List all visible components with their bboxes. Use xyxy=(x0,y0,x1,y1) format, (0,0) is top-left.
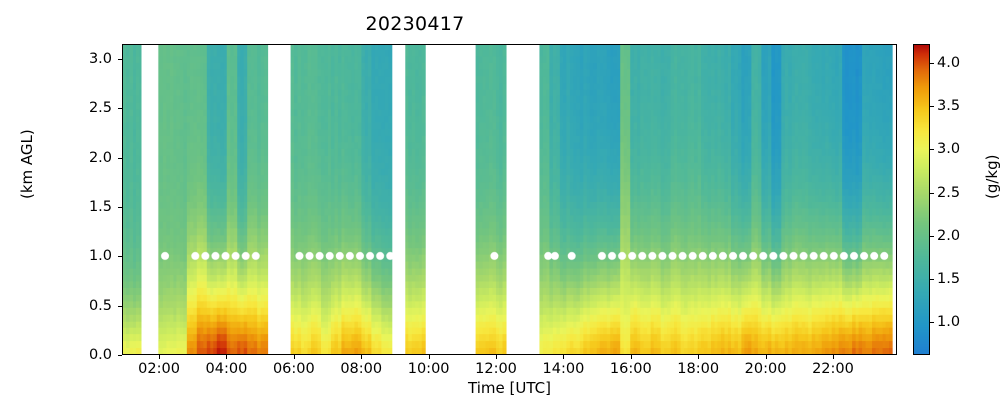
colorbar-tick-label: 3.0 xyxy=(937,141,961,158)
x-axis-tick xyxy=(832,355,834,359)
y-axis-tick xyxy=(118,58,122,60)
y-axis-tick-label-text: 0.5 xyxy=(88,297,112,314)
y-axis-tick-label-text: 2.0 xyxy=(88,149,112,166)
x-axis-tick xyxy=(765,355,767,359)
y-axis-tick-label-text: 3.0 xyxy=(88,50,112,67)
colorbar-tick-label: 1.5 xyxy=(937,270,961,287)
x-axis-tick-label: 08:00 xyxy=(340,361,383,377)
x-axis-tick-label: 14:00 xyxy=(542,361,585,377)
y-axis-tick-label: 0.0 xyxy=(89,347,135,363)
x-axis-tick-label: 22:00 xyxy=(812,361,854,377)
colorbar-tick xyxy=(930,278,934,280)
colorbar-tick xyxy=(930,63,934,64)
y-axis-tick-label: 1.5 xyxy=(89,199,135,215)
x-axis-tick xyxy=(159,355,161,359)
y-axis-tick-label-text: 1.0 xyxy=(88,248,112,265)
x-axis-tick-label: 10:00 xyxy=(407,361,450,377)
colorbar-title: (g/kg) xyxy=(983,154,1000,200)
y-axis-tick-label: 2.0 xyxy=(89,150,135,166)
x-axis-tick xyxy=(361,355,363,359)
colorbar-tick xyxy=(930,192,934,194)
y-axis-tick xyxy=(118,305,122,307)
y-axis-tick-label-text: 1.5 xyxy=(88,198,112,215)
x-axis-tick xyxy=(698,355,700,359)
x-axis-tick xyxy=(630,355,632,359)
y-axis-tick xyxy=(118,256,122,258)
y-axis-tick xyxy=(118,206,122,208)
y-axis-tick-label: 2.5 xyxy=(89,100,135,116)
x-axis-tick-label: 16:00 xyxy=(609,361,652,377)
heatmap-axes xyxy=(122,44,897,355)
x-axis-tick-label: 20:00 xyxy=(744,361,787,377)
colorbar xyxy=(913,44,930,355)
x-axis-tick-label: 04:00 xyxy=(205,361,248,377)
y-axis-tick-label: 3.0 xyxy=(89,51,135,67)
colorbar-tick-label: 2.0 xyxy=(937,227,961,244)
x-axis-tick xyxy=(563,355,565,359)
y-axis-tick xyxy=(118,108,122,110)
y-axis-title: (km AGL) xyxy=(18,129,36,199)
y-axis-tick xyxy=(118,157,122,159)
colorbar-tick xyxy=(930,235,934,237)
x-axis-tick-label: 18:00 xyxy=(677,361,720,377)
y-axis-tick-label: 0.5 xyxy=(89,298,135,314)
colorbar-tick-label: 3.5 xyxy=(937,98,961,115)
colorbar-tick-label: 4.0 xyxy=(937,55,961,71)
x-axis-tick xyxy=(293,355,295,359)
x-axis-tick xyxy=(428,355,430,359)
colorbar-tick xyxy=(930,106,934,108)
x-axis-tick-label: 02:00 xyxy=(138,361,180,377)
colorbar-tick-label: 1.0 xyxy=(937,314,961,331)
y-axis-tick-label: 1.0 xyxy=(89,248,135,264)
x-axis-title: Time [UTC] xyxy=(468,379,551,397)
heatmap-image xyxy=(123,45,896,354)
colorbar-tick-label: 2.5 xyxy=(937,184,961,201)
y-axis-tick-label-text: 2.5 xyxy=(88,100,112,117)
y-axis-tick xyxy=(118,355,122,356)
x-axis-tick-label: 12:00 xyxy=(475,361,517,377)
x-axis-tick-label: 06:00 xyxy=(272,361,315,377)
colorbar-tick xyxy=(930,322,934,324)
y-axis-tick-label-text: 0.0 xyxy=(88,347,112,363)
x-axis-tick xyxy=(496,355,498,359)
figure-title: 20230417 xyxy=(365,13,465,35)
x-axis-tick xyxy=(226,355,228,359)
colorbar-tick xyxy=(930,149,934,151)
